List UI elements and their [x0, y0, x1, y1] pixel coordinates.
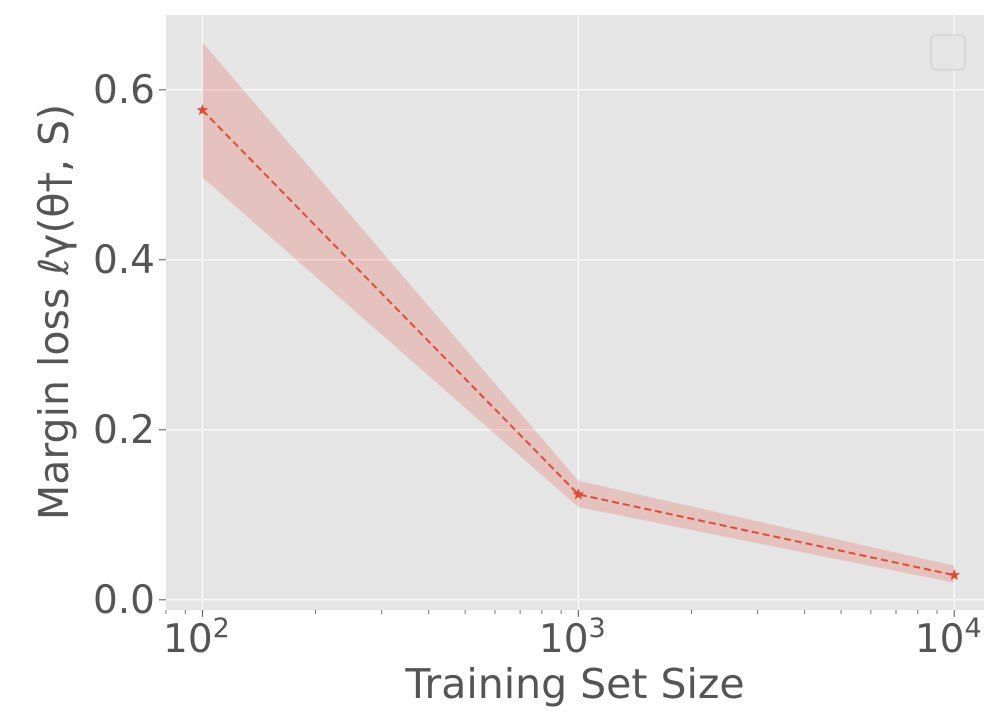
x-axis-label: Training Set Size [404, 660, 744, 708]
x-minor-ticks [165, 610, 938, 614]
y-tick-label: 0.4 [93, 238, 155, 283]
y-tick-label: 0.6 [93, 68, 155, 113]
data-point-star-marker [572, 488, 585, 500]
x-tick-label: 104 [915, 613, 982, 662]
series-line [201, 109, 955, 577]
legend-box [930, 34, 966, 71]
y-tick-label: 0.0 [93, 578, 155, 623]
grid-lines [166, 15, 984, 610]
y-axis-label: Margin loss ℓγ(θ†, S) [30, 104, 78, 520]
x-tick-label: 103 [539, 613, 606, 662]
data-point-star-marker [948, 569, 961, 581]
y-tick-label: 0.2 [93, 408, 155, 453]
x-tick-label: 102 [163, 613, 230, 662]
y-tick-labels: 0.0 0.2 0.4 0.6 [93, 68, 166, 623]
x-tick-labels: 102 103 104 [163, 610, 982, 662]
plot-background [166, 15, 984, 610]
series-layer [196, 104, 961, 581]
data-point-star-marker [196, 104, 209, 116]
